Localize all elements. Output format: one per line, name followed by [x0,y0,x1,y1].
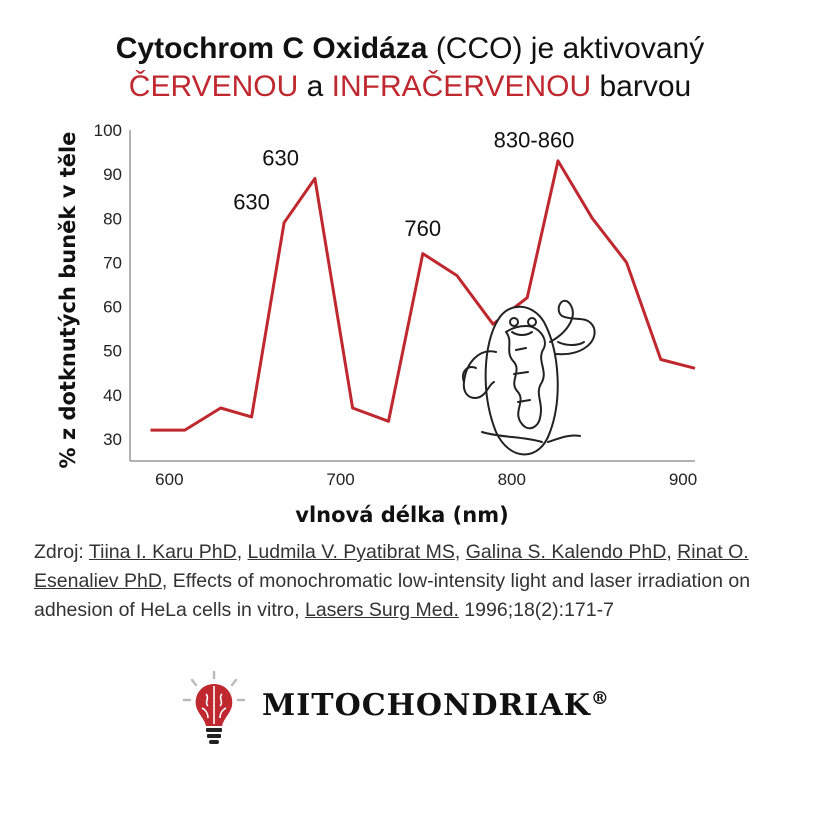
x-axis-label: vlnová délka (nm) [295,503,508,527]
y-tick-label: 50 [103,342,122,361]
title-line-1: Cytochrom C Oxidáza (CCO) je aktivovaný [0,30,820,68]
author-link-1[interactable]: Tiina I. Karu PhD [88,541,237,563]
annotations: 630 630 760 830-860 [233,128,574,241]
mitochondriak-logo: MITOCHONDRIAK® [180,668,650,746]
title-line-1-rest: (CCO) je aktivovaný [427,32,705,65]
x-tick-label: 600 [155,470,183,489]
brain-bulb-icon [182,670,246,744]
y-axis-ticks: 30 40 50 60 70 80 90 100 [94,121,122,449]
title-cco: Cytochrom C Oxidáza [115,32,428,65]
peak-annotation: 830-860 [494,128,575,153]
x-tick-label: 800 [498,470,526,489]
peak-annotation: 630 [262,145,299,170]
author-link-4[interactable]: Rinat O. Esenaliev PhD [34,541,749,592]
title-conj: a [298,70,332,103]
data-series [150,159,696,432]
source-prefix: Zdroj: [34,541,89,563]
y-tick-label: 100 [94,121,122,140]
title-end: barvou [591,70,692,103]
brand-text: MITOCHONDRIAK [262,688,591,723]
x-tick-label: 700 [326,470,354,489]
line-chart: 30 40 50 60 70 80 90 100 600 700 800 900 630 630 760… [56,121,697,527]
brand-name: MITOCHONDRIAK® [262,688,610,723]
title-line-2: ČERVENOU a INFRAČERVENOU barvou [0,68,820,106]
source-title: Effects of monochromatic low-intensity l… [34,570,751,621]
y-tick-label: 70 [103,253,122,272]
registered-mark: ® [590,688,610,709]
author-link-2[interactable]: Ludmila V. Pyatibrat MS [247,541,455,563]
peak-annotation: 760 [404,216,441,241]
y-tick-label: 80 [103,209,122,228]
y-axis-label: % z dotknutých buněk v těle [56,132,80,469]
journal-link[interactable]: Lasers Surg Med. [304,599,459,621]
y-tick-label: 30 [103,430,122,449]
x-tick-label: 900 [669,470,697,489]
title-infrared-word: INFRAČERVENOU [331,70,592,103]
y-tick-label: 40 [103,386,122,405]
source-citation: Zdroj: Tiina I. Karu PhD, Ludmila V. Pya… [34,541,751,621]
series-line [150,159,696,432]
y-tick-label: 60 [103,298,122,317]
peak-annotation: 630 [233,189,270,214]
muscular-mitochondria-icon [462,299,596,456]
y-tick-label: 90 [103,165,122,184]
x-axis-ticks: 600 700 800 900 [155,470,697,489]
author-link-3[interactable]: Galina S. Kalendo PhD [465,541,667,563]
title-red-word: ČERVENOU [128,70,299,103]
citation-info: 1996;18(2):171-7 [458,599,614,621]
